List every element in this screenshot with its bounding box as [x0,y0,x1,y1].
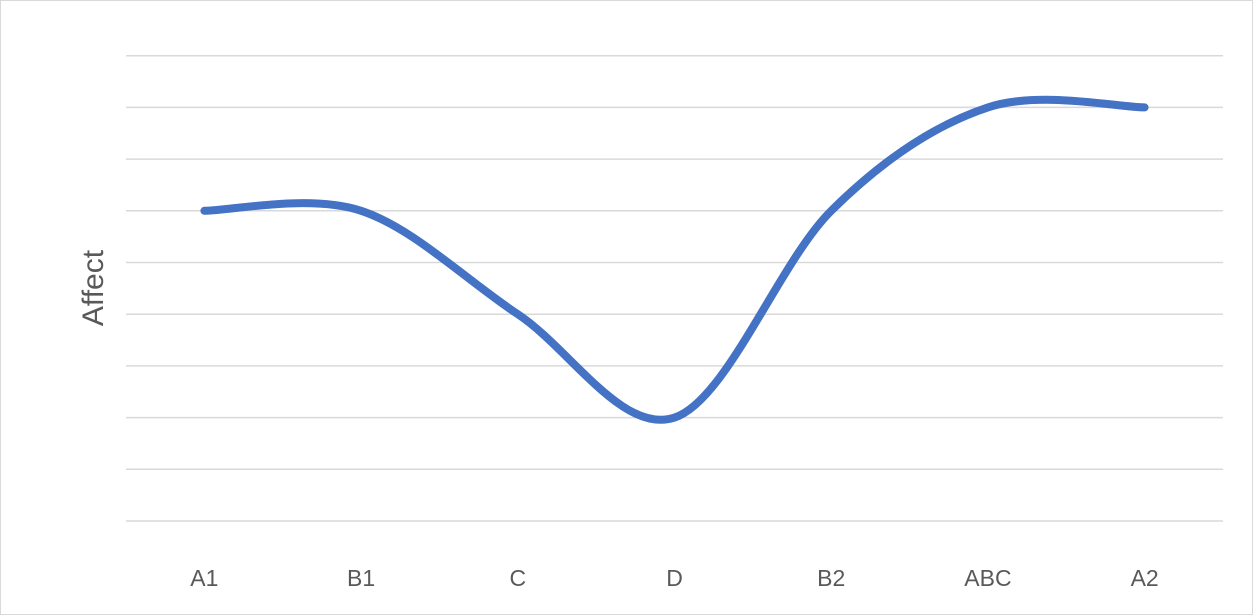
x-tick-label: B1 [347,565,375,591]
x-tick-label: A1 [190,565,218,591]
x-tick-label: A2 [1131,565,1159,591]
x-tick-label: C [509,565,526,591]
x-tick-label: B2 [817,565,845,591]
x-tick-label: D [666,565,683,591]
series-line [200,95,1149,424]
x-axis-tick-labels: A1 B1 C D B2 ABC A2 [190,565,1158,591]
series-layer [200,95,1149,424]
gridlines [126,54,1223,522]
y-axis-title: Affect [77,249,110,326]
x-tick-label: ABC [964,565,1011,591]
